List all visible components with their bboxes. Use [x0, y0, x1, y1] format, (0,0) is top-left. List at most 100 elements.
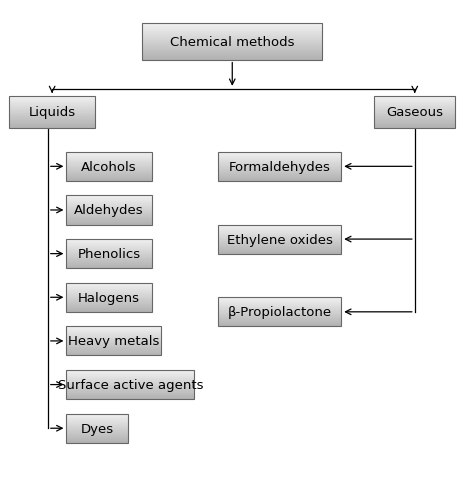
Bar: [66, 390, 194, 391]
Bar: [218, 300, 341, 301]
Bar: [66, 340, 161, 341]
Bar: [374, 104, 455, 105]
Bar: [218, 310, 341, 311]
Bar: [66, 288, 152, 289]
Bar: [218, 173, 341, 174]
Bar: [142, 35, 322, 36]
Bar: [9, 106, 95, 107]
Bar: [66, 377, 194, 378]
Bar: [218, 238, 341, 239]
Bar: [66, 350, 161, 351]
Bar: [374, 119, 455, 120]
Bar: [9, 112, 95, 113]
Bar: [66, 353, 161, 354]
Bar: [66, 375, 194, 376]
Bar: [66, 333, 161, 334]
Bar: [218, 165, 341, 166]
Bar: [218, 172, 341, 173]
Bar: [9, 120, 95, 121]
Bar: [374, 117, 455, 118]
Bar: [66, 202, 152, 203]
Bar: [66, 249, 152, 250]
Bar: [66, 421, 128, 422]
Bar: [66, 252, 152, 253]
Bar: [66, 262, 152, 263]
Bar: [9, 119, 95, 120]
Bar: [66, 397, 194, 398]
Bar: [218, 323, 341, 324]
Bar: [374, 125, 455, 126]
Bar: [9, 109, 95, 110]
Bar: [142, 24, 322, 60]
Bar: [66, 244, 152, 245]
Bar: [66, 422, 128, 423]
Bar: [9, 124, 95, 125]
Bar: [66, 394, 194, 395]
Bar: [66, 257, 152, 258]
Bar: [218, 315, 341, 316]
Bar: [66, 173, 152, 174]
Bar: [66, 200, 152, 201]
Bar: [218, 302, 341, 303]
Bar: [66, 380, 194, 381]
Bar: [218, 248, 341, 249]
Bar: [218, 231, 341, 232]
Bar: [218, 168, 341, 169]
Bar: [374, 97, 455, 128]
Bar: [66, 241, 152, 242]
Bar: [66, 432, 128, 433]
Bar: [66, 343, 161, 344]
Bar: [9, 99, 95, 100]
Bar: [66, 206, 152, 207]
Bar: [66, 180, 152, 181]
Bar: [66, 339, 161, 340]
Bar: [374, 98, 455, 99]
Bar: [218, 166, 341, 167]
Text: Phenolics: Phenolics: [77, 248, 141, 260]
Bar: [66, 376, 194, 377]
Bar: [374, 111, 455, 112]
Bar: [66, 211, 152, 212]
Bar: [142, 31, 322, 32]
Bar: [66, 327, 161, 328]
Bar: [9, 122, 95, 123]
Bar: [218, 313, 341, 314]
Bar: [9, 116, 95, 117]
Bar: [374, 105, 455, 106]
Bar: [66, 153, 152, 154]
Bar: [66, 342, 161, 343]
Bar: [218, 304, 341, 305]
Bar: [9, 127, 95, 128]
Bar: [374, 114, 455, 115]
Bar: [66, 327, 161, 356]
Text: Halogens: Halogens: [78, 291, 140, 304]
Bar: [66, 373, 194, 374]
Bar: [66, 254, 152, 255]
Bar: [142, 27, 322, 28]
Bar: [66, 427, 128, 428]
Bar: [218, 157, 341, 158]
Bar: [66, 283, 152, 312]
Bar: [66, 335, 161, 336]
Bar: [374, 103, 455, 104]
Bar: [142, 30, 322, 31]
Bar: [218, 241, 341, 242]
Bar: [218, 319, 341, 320]
Text: Dyes: Dyes: [81, 422, 114, 435]
Bar: [218, 307, 341, 308]
Bar: [9, 126, 95, 127]
Bar: [9, 123, 95, 124]
Bar: [142, 34, 322, 35]
Bar: [66, 179, 152, 180]
Bar: [66, 370, 194, 371]
Bar: [374, 101, 455, 102]
Bar: [66, 284, 152, 285]
Bar: [66, 178, 152, 179]
Bar: [218, 167, 341, 168]
Bar: [142, 44, 322, 45]
Bar: [66, 415, 128, 416]
Bar: [218, 174, 341, 175]
Bar: [66, 155, 152, 156]
Bar: [66, 169, 152, 170]
Bar: [218, 153, 341, 154]
